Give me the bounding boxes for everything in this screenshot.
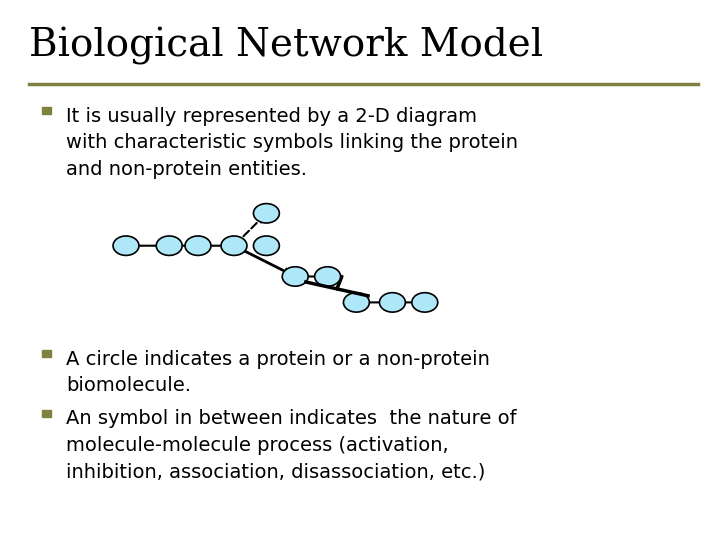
Circle shape [113,236,139,255]
Circle shape [221,236,247,255]
Circle shape [253,204,279,223]
FancyBboxPatch shape [42,350,52,357]
Text: Biological Network Model: Biological Network Model [29,27,543,65]
Circle shape [185,236,211,255]
Circle shape [156,236,182,255]
FancyBboxPatch shape [42,107,52,114]
Circle shape [343,293,369,312]
FancyBboxPatch shape [42,409,52,417]
Circle shape [282,267,308,286]
Circle shape [412,293,438,312]
Circle shape [315,267,341,286]
Text: It is usually represented by a 2-D diagram
with characteristic symbols linking t: It is usually represented by a 2-D diagr… [66,107,518,179]
Circle shape [253,236,279,255]
Text: An symbol in between indicates  the nature of
molecule-molecule process (activat: An symbol in between indicates the natur… [66,409,517,481]
Text: A circle indicates a protein or a non-protein
biomolecule.: A circle indicates a protein or a non-pr… [66,350,490,395]
Circle shape [379,293,405,312]
